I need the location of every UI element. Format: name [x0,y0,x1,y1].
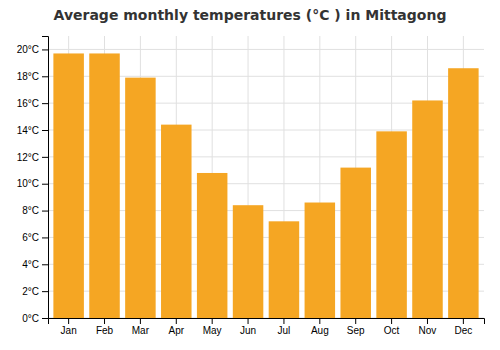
x-tick: May [203,318,222,336]
chart-container: 0°C 2°C 4°C 6°C 8°C 10°C 12°C 14°C 16°C 18°C 20°C J… [0,0,500,350]
y-tick-mark [42,76,48,77]
x-tick-mark [427,318,428,324]
x-tick-label: Aug [311,325,329,336]
x-tick: Jan [61,318,77,336]
bar [125,78,156,318]
x-tick: Jun [240,318,256,336]
x-tick-label: May [203,325,222,336]
y-tick-mark [42,211,48,212]
chart-title: Average monthly temperatures (°C ) in Mi… [54,7,447,23]
x-tick-label: Mar [132,325,150,336]
bar [448,68,479,318]
x-tick-mark [248,318,249,324]
x-tick-label: Jun [240,325,256,336]
y-tick-mark [42,130,48,131]
x-tick-mark [212,318,213,324]
x-tick-mark [319,318,320,324]
bar [376,131,407,318]
y-tick-label: 16°C [17,98,39,109]
y-tick-label: 4°C [22,259,39,270]
y-tick: 6°C [22,232,48,243]
x-tick: Apr [169,318,185,336]
x-tick-label: Apr [169,325,185,336]
x-tick-mark [355,318,356,324]
y-tick-label: 12°C [17,152,39,163]
bar [305,203,336,318]
x-tick-mark [283,318,284,324]
x-tick: Mar [132,318,150,336]
y-tick-mark [42,103,48,104]
y-tick-mark [42,157,48,158]
bar [161,125,192,318]
y-tick-label: 20°C [17,44,39,55]
y-tick: 16°C [17,98,48,109]
y-tick-label: 0°C [22,313,39,324]
bars [53,53,478,318]
x-tick: Feb [96,318,114,336]
x-tick-mark [104,318,105,324]
x-tick-label: Jan [61,325,77,336]
y-tick: 4°C [22,259,48,270]
x-tick-label: Nov [419,325,437,336]
x-tick-label: Feb [96,325,114,336]
y-tick: 2°C [22,286,48,297]
x-tick-label: Sep [347,325,365,336]
y-axis: 0°C 2°C 4°C 6°C 8°C 10°C 12°C 14°C 16°C 18°C 20°C [17,37,49,324]
bar [89,53,120,318]
y-tick-label: 6°C [22,232,39,243]
y-tick-label: 2°C [22,286,39,297]
y-tick-mark [42,291,48,292]
y-tick-label: 8°C [22,205,39,216]
x-tick-mark [176,318,177,324]
bar [197,173,228,318]
x-tick: Nov [419,318,437,336]
x-tick-mark [140,318,141,324]
x-tick-label: Oct [384,325,400,336]
x-tick: Aug [311,318,329,336]
x-tick-mark [391,318,392,324]
y-tick: 20°C [17,44,48,55]
x-axis-line [49,319,485,325]
x-tick-label: Dec [454,325,472,336]
bar [269,221,300,318]
y-grid-line [48,49,484,50]
bar [340,168,371,318]
x-tick: Jul [278,318,291,336]
y-tick-label: 14°C [17,125,39,136]
y-tick-mark [42,49,48,50]
y-tick: 8°C [22,205,48,216]
y-tick: 18°C [17,71,48,82]
bar [412,100,443,318]
y-tick-mark [42,264,48,265]
y-tick-mark [42,318,48,319]
y-axis-line [42,37,49,319]
x-tick-mark [463,318,464,324]
x-tick: Sep [347,318,365,336]
x-tick: Oct [384,318,400,336]
y-tick-mark [42,237,48,238]
y-tick-label: 18°C [17,71,39,82]
bar [233,205,264,318]
x-tick-mark [68,318,69,324]
grid [48,36,484,318]
y-tick: 10°C [17,178,48,189]
x-tick: Dec [454,318,472,336]
bar [53,53,84,318]
x-tick-label: Jul [278,325,291,336]
y-tick: 0°C [22,313,48,324]
y-tick: 14°C [17,125,48,136]
y-tick-mark [42,184,48,185]
chart-svg: 0°C 2°C 4°C 6°C 8°C 10°C 12°C 14°C 16°C 18°C 20°C J… [0,0,500,350]
x-axis: Jan Feb Mar Apr May Jun Jul Aug Sep Oct Nov Dec [49,318,485,336]
y-tick-label: 10°C [17,178,39,189]
y-tick: 12°C [17,152,48,163]
